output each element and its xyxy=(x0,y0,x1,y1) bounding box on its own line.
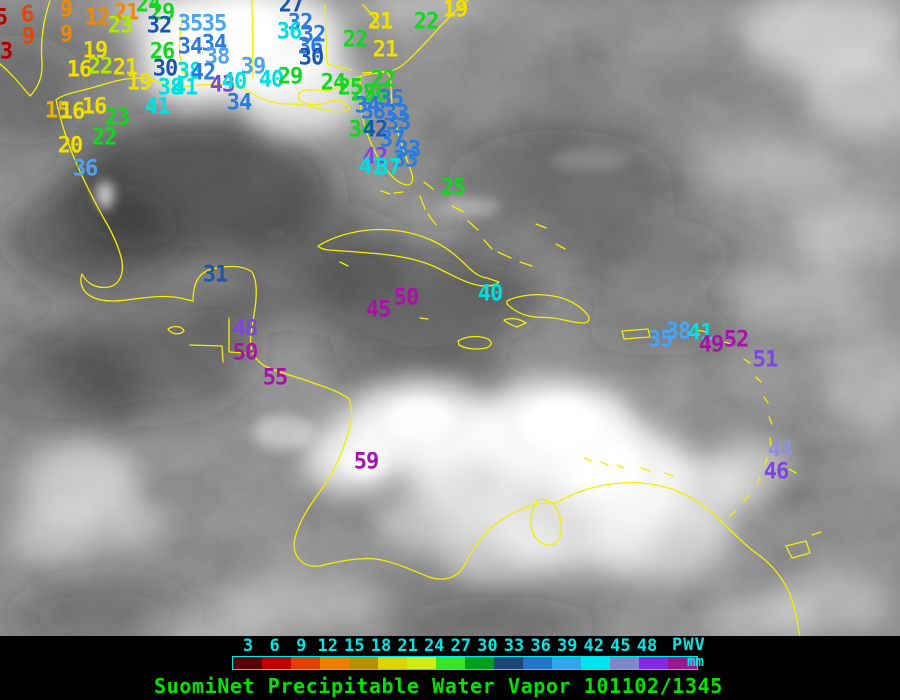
scale-tick-label: 30 xyxy=(477,636,498,656)
coastlines xyxy=(0,0,822,637)
cloud-cores xyxy=(97,7,645,495)
scale-tick-label: 36 xyxy=(530,636,551,656)
dark-sea-patches xyxy=(0,35,740,653)
scale-segment xyxy=(639,657,668,669)
scale-tick-label: 42 xyxy=(583,636,605,656)
coast-puerto-rico xyxy=(621,328,651,340)
scale-segment xyxy=(465,657,494,669)
scale-segment xyxy=(378,657,407,669)
scale-tick-label: 15 xyxy=(344,636,365,656)
scale-tick-label: 27 xyxy=(450,636,472,656)
satellite-image xyxy=(0,0,900,653)
lesser-antilles xyxy=(584,329,822,559)
scale-tick-label: 24 xyxy=(423,636,445,656)
scale-segment xyxy=(320,657,349,669)
scale-segment xyxy=(668,657,697,669)
scale-segment xyxy=(436,657,465,669)
scale-segment xyxy=(233,657,262,669)
scale-tick-label: 12 xyxy=(317,636,339,656)
scale-segment xyxy=(291,657,320,669)
scale-segment xyxy=(407,657,436,669)
scale-tick-label: 18 xyxy=(370,636,392,656)
scale-tick-label: 48 xyxy=(636,636,658,656)
state-borders xyxy=(0,0,393,363)
scale-segment xyxy=(523,657,552,669)
coast-hispaniola xyxy=(503,294,590,328)
coast-gulf-us-mexico xyxy=(55,0,469,302)
satellite-map xyxy=(0,0,900,653)
scale-segment xyxy=(581,657,610,669)
scale-tick-label: 6 xyxy=(269,636,280,656)
cloud-masses xyxy=(13,0,900,652)
scale-segment xyxy=(494,657,523,669)
bahamas-islands xyxy=(339,181,566,320)
lake-maracaibo xyxy=(530,498,562,546)
scale-segment xyxy=(610,657,639,669)
coast-cuba xyxy=(317,228,500,287)
scale-tick-label: 33 xyxy=(503,636,525,656)
scale-segment xyxy=(262,657,291,669)
coast-yucatan-camerica-samerica xyxy=(192,265,801,637)
coast-florida xyxy=(359,70,414,186)
scale-tick-label: 9 xyxy=(296,636,307,656)
coast-jamaica xyxy=(457,335,492,350)
scale-segment xyxy=(552,657,581,669)
caption: SuomiNet Precipitable Water Vapor 101102… xyxy=(154,674,723,698)
mm-unit-label: mm xyxy=(687,654,704,670)
colorbar xyxy=(232,656,698,670)
pwv-unit-label: PWV xyxy=(672,635,706,655)
colorbar-panel: 3 6 9 12 15 18 21 24 27 30 33 36 39 42 45 48 PWV mm Suo… xyxy=(0,636,900,700)
scale-segment xyxy=(349,657,378,669)
scale-tick-label: 39 xyxy=(556,636,578,656)
scale-tick-label: 45 xyxy=(610,636,631,656)
scale-tick-label: 21 xyxy=(397,636,418,656)
scale-tick-label: 3 xyxy=(242,636,254,656)
